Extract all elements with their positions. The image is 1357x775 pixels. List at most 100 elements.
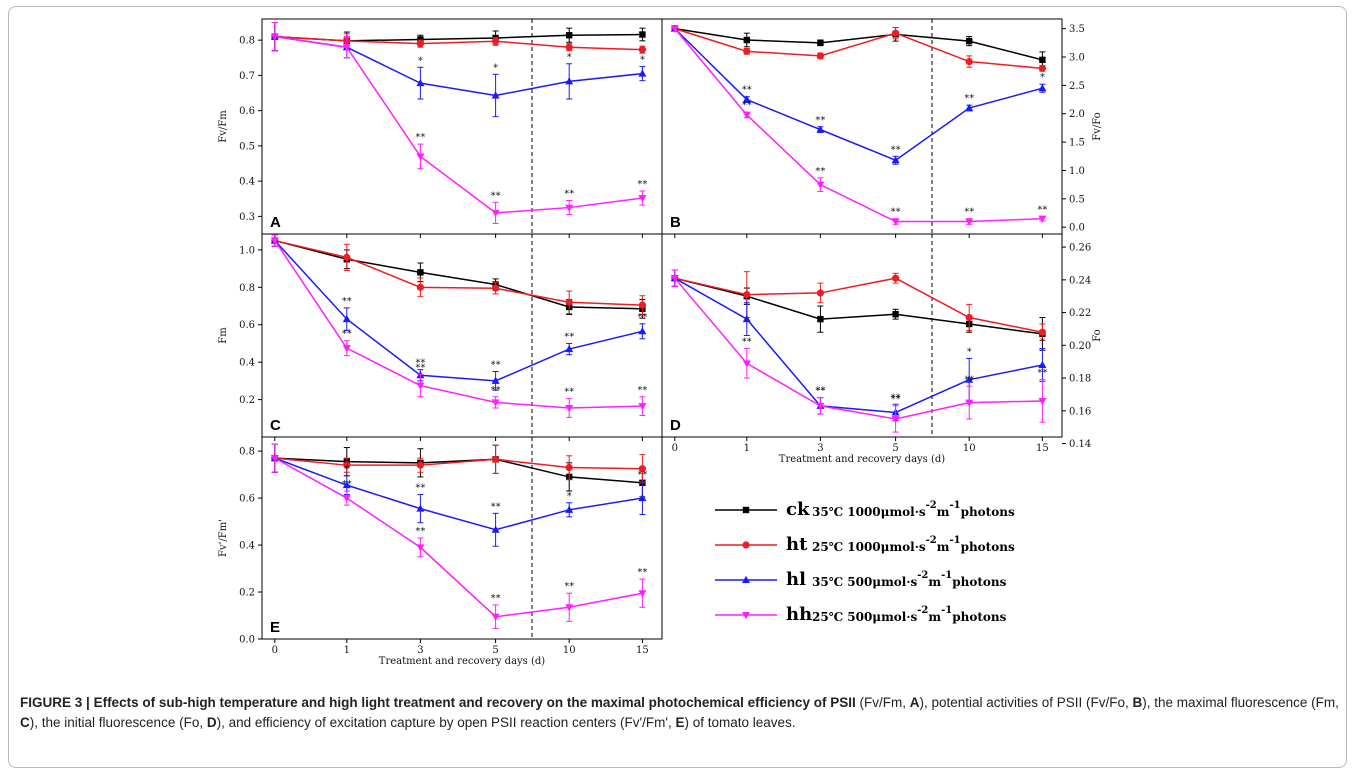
significance-mark: ** [964, 93, 974, 104]
ht-marker [492, 37, 500, 45]
x-tick-label: 15 [1036, 443, 1049, 454]
hl-marker [965, 103, 974, 112]
ht-line [674, 27, 1043, 70]
y-tick-label: 3.0 [1069, 53, 1085, 64]
ck-line [674, 27, 1043, 61]
panel-letter: E [270, 619, 280, 636]
y-tick-label: 0.14 [1069, 439, 1091, 450]
ht-marker [743, 47, 751, 55]
legend-code: hh [786, 604, 812, 625]
series-ht [671, 25, 1046, 72]
legend-text-part: m [928, 610, 941, 624]
panel-letter: D [670, 417, 681, 434]
legend-text-part: m [937, 540, 950, 554]
legend-hl-marker [742, 575, 750, 583]
ht-line [674, 277, 1043, 333]
ck-marker [817, 315, 824, 323]
hh-marker [638, 195, 647, 203]
y-tick-label: 1.0 [1069, 166, 1085, 177]
significance-mark: ** [637, 567, 647, 578]
hh-marker [638, 590, 647, 598]
significance-mark: ** [637, 385, 647, 396]
y-tick-label: 0.8 [239, 36, 255, 47]
panel-b: 0.00.51.01.52.02.53.03.5Fv/FoB**********… [661, 18, 1103, 238]
y-tick-label: 0.4 [239, 177, 255, 188]
series-hl: * * * * [270, 22, 647, 118]
caption-panel-ref: A [909, 695, 920, 710]
hh-marker [1038, 215, 1047, 223]
ht-marker [816, 289, 825, 297]
significance-mark: ** [564, 331, 574, 342]
significance-mark: * [967, 346, 972, 357]
significance-mark: ** [415, 358, 425, 369]
hh-marker [416, 382, 425, 390]
series-ht [271, 234, 647, 315]
legend-text-part: -1 [949, 500, 960, 511]
panels: 0.30.40.50.60.70.8Fv/FmA*** ***** ****0.00… [218, 18, 1103, 667]
hl-marker [491, 91, 500, 99]
series-hl: ****** [670, 269, 1047, 422]
x-tick-label: 5 [492, 645, 498, 656]
significance-mark: * [1040, 72, 1045, 83]
ht-marker [638, 465, 647, 473]
caption-panel-ref: E [675, 715, 685, 730]
hh-line [274, 457, 643, 618]
ht-marker [492, 455, 500, 463]
x-tick-label: 3 [817, 443, 823, 454]
y-tick-label: 1.0 [239, 245, 255, 256]
x-tick-label: 0 [672, 443, 678, 454]
y-tick-label: 0.6 [239, 320, 255, 331]
ht-marker [965, 57, 973, 66]
series-hh: ** ** ** ** ** [670, 25, 1047, 226]
significance-mark: ** [342, 479, 352, 490]
ht-marker [565, 43, 573, 51]
hl-marker [565, 505, 574, 513]
ck-line [274, 239, 643, 310]
figure-frame [8, 6, 1347, 768]
hl-marker [638, 69, 647, 77]
y-tick-label: 0.7 [239, 71, 255, 82]
figure-caption: FIGURE 3 | Effects of sub-high temperatu… [20, 693, 1340, 733]
hl-line [274, 457, 643, 531]
legend-text-part: photons [952, 575, 1006, 589]
figure-canvas: 0.30.40.50.60.70.8Fv/FmA*** ***** ****0.00… [218, 18, 1103, 667]
hh-line [674, 28, 1043, 223]
legend-text-part: -1 [949, 535, 960, 546]
significance-mark: ** [891, 392, 901, 403]
significance-mark: ** [637, 179, 647, 190]
ck-marker [892, 311, 899, 318]
y-tick-label: 2.0 [1069, 109, 1085, 120]
significance-mark: ** [491, 385, 501, 396]
panel-letter: C [270, 417, 281, 434]
significance-mark: ** [342, 329, 352, 340]
hl-marker [491, 525, 500, 533]
y-tick-label: 0.2 [239, 395, 255, 406]
y-tick-label: 0.6 [239, 494, 255, 505]
ht-marker [892, 274, 900, 282]
hh-marker [342, 44, 351, 52]
hh-marker [270, 455, 279, 463]
hl-marker [638, 493, 647, 502]
panel-a: 0.30.40.50.60.70.8Fv/FmA*** ***** **** [218, 18, 663, 238]
hh-marker [670, 25, 679, 33]
hh-marker [270, 237, 279, 245]
ht-marker [492, 284, 500, 292]
hh-marker [565, 604, 574, 612]
legend-text-part: -2 [917, 570, 928, 581]
ht-marker [1038, 64, 1046, 72]
series-hl: ******** [270, 443, 647, 547]
ck-line [674, 277, 1043, 335]
significance-mark: ** [564, 189, 574, 200]
hh-marker [565, 405, 574, 413]
significance-mark: * [344, 464, 349, 475]
legend-text-part: 25℃ 500μmol·s [812, 610, 918, 624]
legend-ht-marker [742, 541, 750, 549]
x-tick-label: 0 [272, 645, 278, 656]
hl-line [274, 240, 643, 382]
significance-mark: ** [637, 470, 647, 481]
y-tick-label: 0.20 [1069, 341, 1091, 352]
hh-marker [491, 399, 500, 407]
legend-text-part: 25℃ 1000μmol·s [812, 540, 926, 554]
legend-hh-marker [742, 612, 750, 620]
